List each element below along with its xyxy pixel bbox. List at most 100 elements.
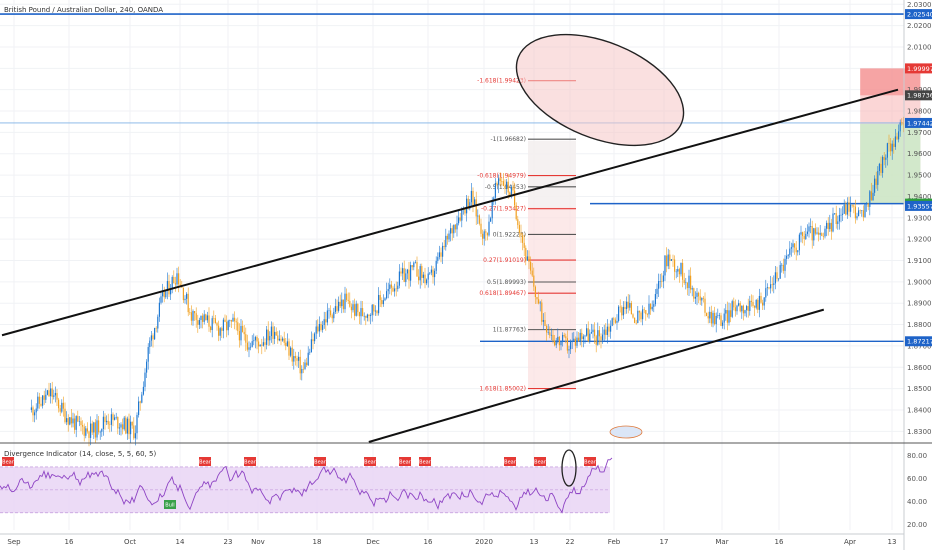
candle-body — [251, 341, 253, 347]
candle-body — [347, 299, 349, 301]
candle-body — [133, 425, 135, 439]
candle-body — [54, 393, 56, 396]
y-tick-label: 2.01000 — [907, 43, 932, 51]
candle-body — [256, 337, 258, 342]
candle-body — [893, 143, 895, 147]
candle-body — [152, 335, 154, 340]
candle-body — [307, 352, 309, 366]
candle-body — [235, 321, 237, 323]
candle-body — [784, 258, 786, 271]
bear-signal — [244, 457, 256, 466]
candle-body — [757, 299, 759, 310]
y-tick-label: 1.94000 — [907, 193, 932, 201]
candle-body — [445, 235, 447, 248]
candle-body — [610, 325, 612, 332]
candle-body — [650, 303, 652, 310]
fib-label: 0(1.92223) — [493, 231, 526, 238]
candle-body — [824, 228, 826, 237]
candle-body — [114, 417, 116, 420]
price-tag — [905, 117, 932, 128]
candle-body — [638, 310, 640, 313]
candle-body — [565, 336, 567, 339]
fib-label: 0.27(1.91019) — [483, 257, 526, 264]
candle-body — [182, 287, 184, 301]
candle-body — [80, 421, 82, 426]
candle-body — [538, 299, 540, 304]
candle-body — [91, 423, 93, 433]
candle-body — [474, 199, 476, 206]
candle-body — [554, 340, 556, 346]
candle-body — [360, 308, 362, 317]
candle-body — [282, 338, 284, 341]
candle-body — [509, 192, 511, 197]
candle-body — [66, 418, 68, 423]
candle-body — [96, 420, 98, 438]
rsi-tick-label: 60.00 — [907, 475, 927, 483]
candle-body — [30, 407, 32, 410]
candle-body — [880, 163, 882, 173]
candle-body — [674, 259, 676, 272]
candle-body — [648, 303, 650, 315]
bear-signal — [364, 457, 376, 466]
candle-body — [606, 326, 608, 335]
candle-body — [546, 325, 548, 333]
candle-body — [530, 261, 532, 271]
candle-body — [549, 332, 551, 336]
candle-body — [376, 310, 378, 314]
candle-body — [333, 311, 335, 319]
candle-body — [483, 231, 485, 239]
candle-body — [888, 143, 890, 144]
candle-body — [403, 268, 405, 282]
candle-body — [862, 210, 864, 218]
price-tag-label: 2.02540 — [907, 10, 932, 18]
candle-body — [611, 318, 613, 326]
candle-body — [147, 347, 149, 362]
price-tag — [905, 90, 932, 101]
candle-body — [797, 250, 799, 253]
x-tick-label: 22 — [566, 538, 575, 546]
candle-body — [219, 328, 221, 336]
candle-body — [195, 313, 197, 321]
x-tick-label: 13 — [888, 538, 897, 546]
candle-body — [222, 319, 224, 331]
candle-body — [664, 255, 666, 276]
candle-body — [766, 287, 768, 289]
candle-body — [694, 296, 696, 299]
y-tick-label: 1.93000 — [907, 214, 932, 222]
candle-body — [632, 314, 634, 318]
candle-body — [653, 304, 655, 307]
candle-body — [707, 316, 709, 319]
candle-body — [517, 219, 519, 226]
candle-body — [178, 273, 180, 285]
candle-body — [189, 312, 191, 313]
signal-label: Bear — [199, 460, 212, 466]
x-tick-label: 13 — [530, 538, 539, 546]
signal-label: Bear — [399, 460, 412, 466]
horizontal-lines — [0, 13, 904, 342]
candle-body — [466, 198, 468, 214]
candle-body — [179, 284, 181, 286]
candle-body — [798, 234, 800, 251]
candle-body — [456, 223, 458, 230]
candle-body — [34, 412, 36, 416]
candle-body — [688, 275, 690, 289]
candle-body — [301, 368, 303, 374]
candle-body — [400, 271, 402, 274]
y-tick-label: 1.98000 — [907, 108, 932, 116]
candle-body — [677, 269, 679, 272]
candle-body — [800, 232, 802, 235]
candle-body — [374, 310, 376, 312]
candle-body — [494, 183, 496, 198]
candle-body — [627, 301, 629, 308]
x-tick-label: Mar — [715, 538, 728, 546]
candle-body — [776, 272, 778, 279]
candle-body — [558, 336, 560, 346]
candle-body — [646, 314, 648, 315]
candle-body — [731, 301, 733, 317]
candle-body — [518, 225, 520, 233]
price-tag-label: 1.93557 — [907, 202, 932, 210]
candle-body — [778, 278, 780, 280]
x-tick-label: Dec — [366, 538, 380, 546]
candle-body — [696, 292, 698, 297]
